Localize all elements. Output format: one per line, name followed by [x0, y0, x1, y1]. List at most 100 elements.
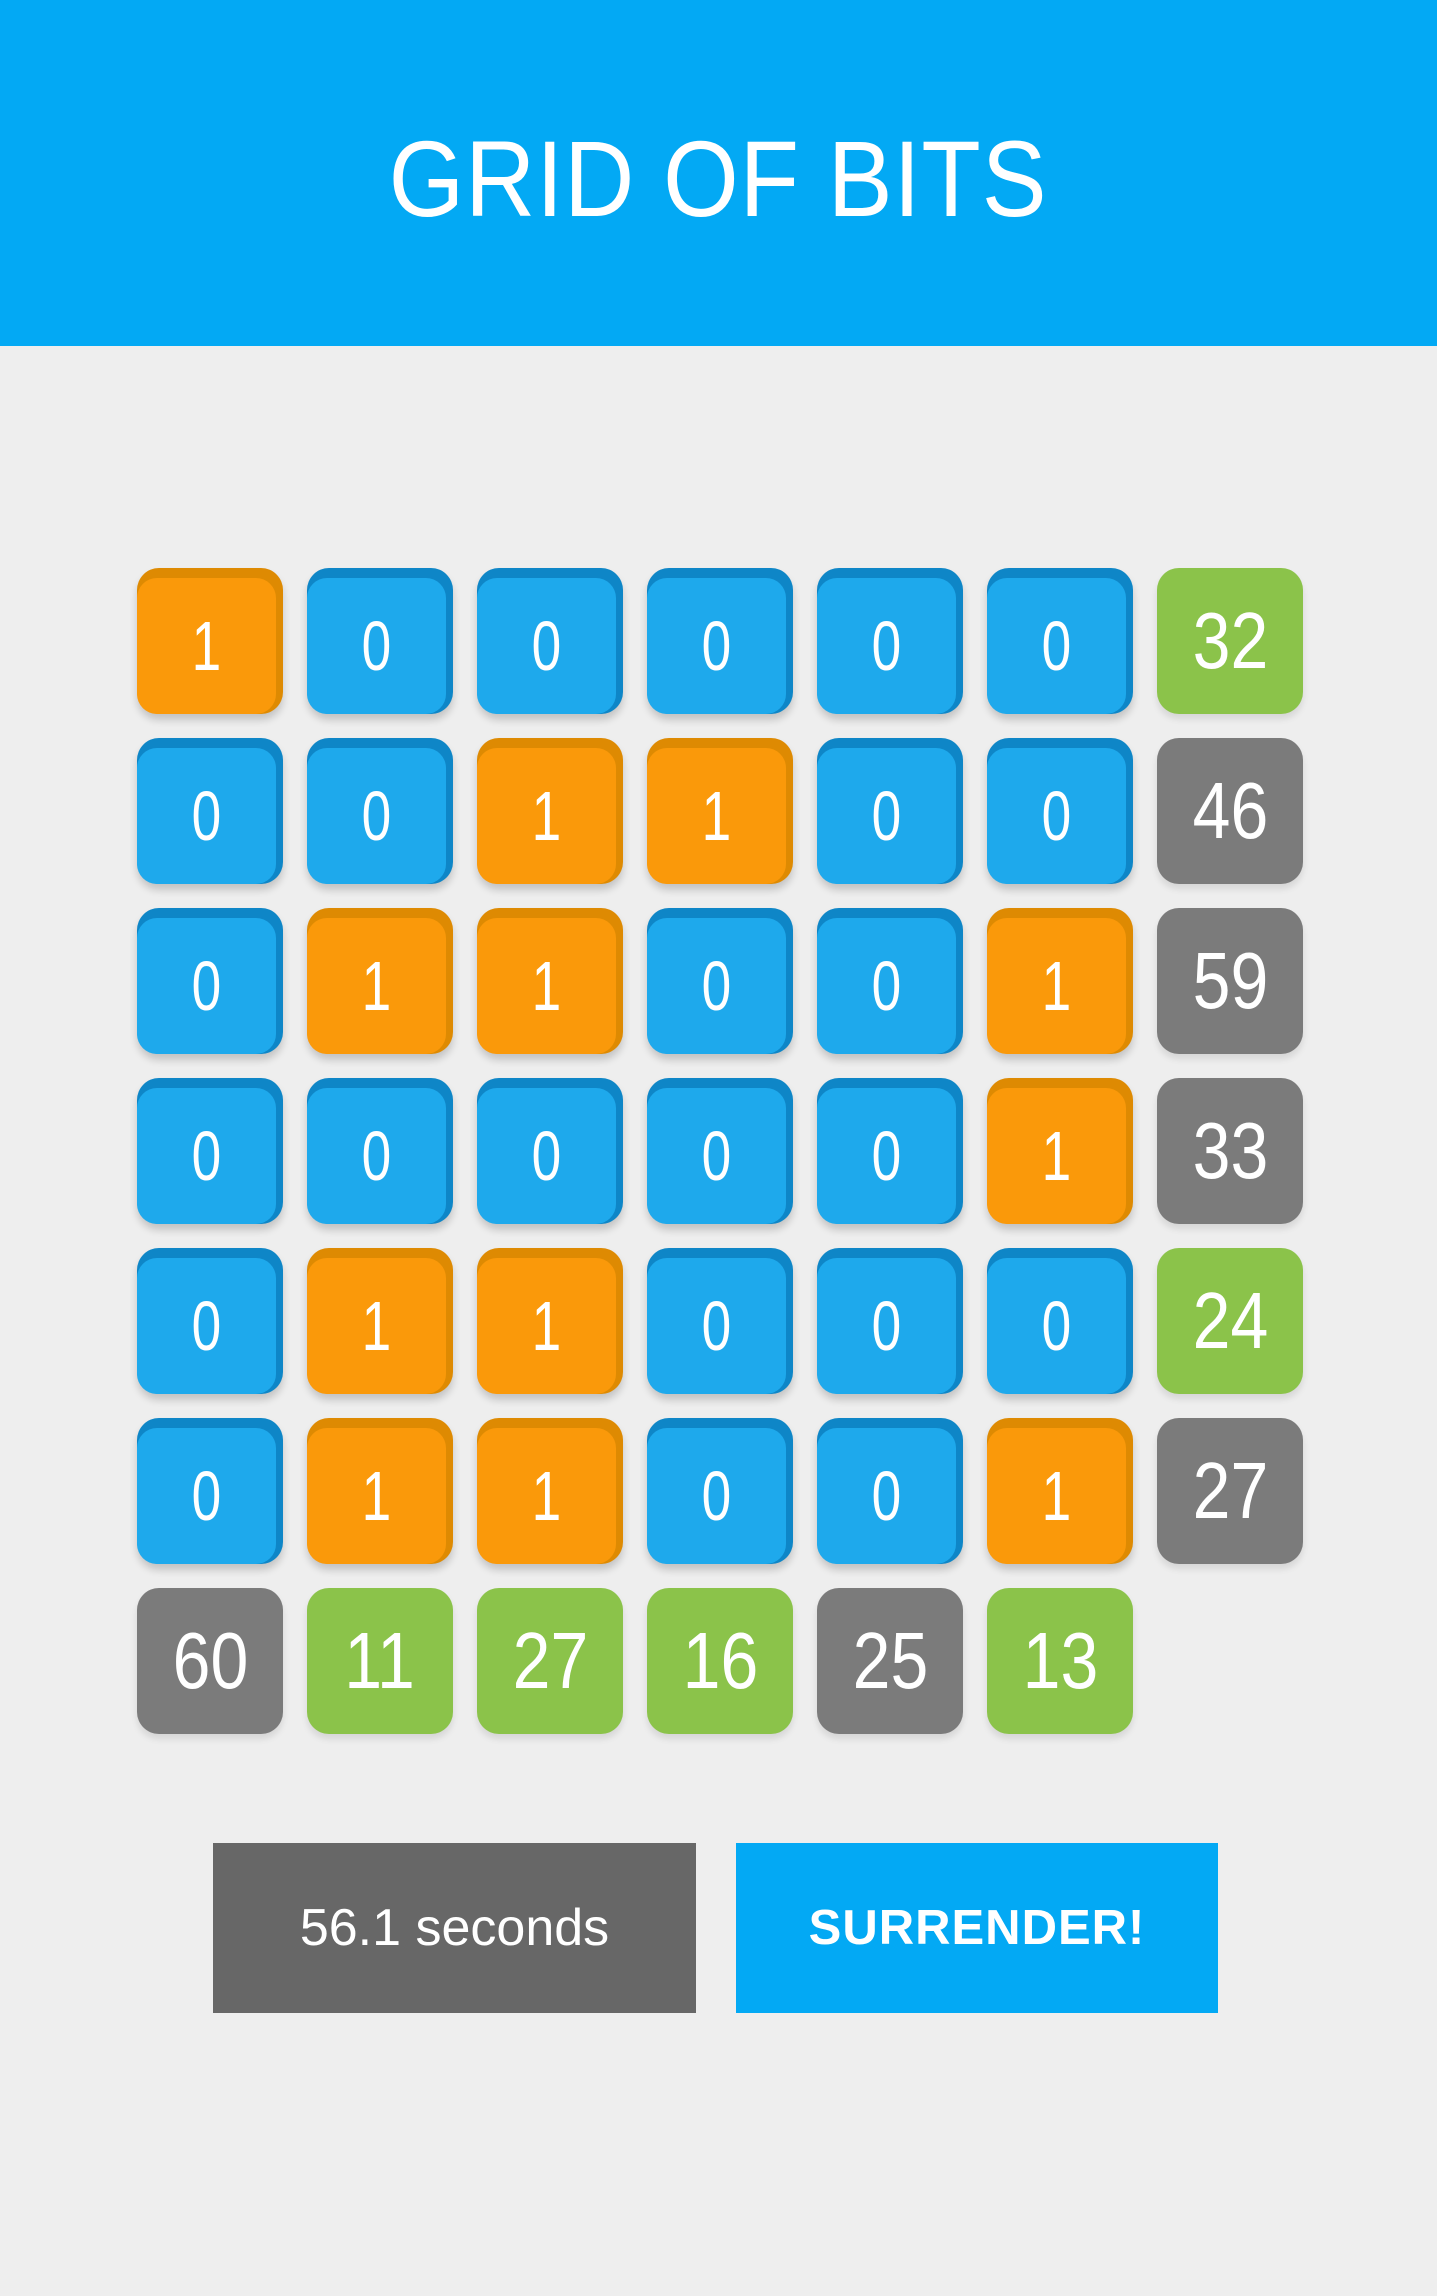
bit-face: 0	[477, 1088, 616, 1224]
bit-cell-r3-c3-value: 1	[531, 947, 562, 1025]
bit-cell-r4-c5[interactable]: 0	[817, 1078, 963, 1224]
bit-cell-r1-c5-value: 0	[871, 607, 902, 685]
bit-cell-r4-c5-value: 0	[871, 1117, 902, 1195]
row-total-6: 27	[1157, 1418, 1303, 1564]
bit-face: 1	[477, 1428, 616, 1564]
bit-cell-r1-c3[interactable]: 0	[477, 568, 623, 714]
bit-cell-r1-c6[interactable]: 0	[987, 568, 1133, 714]
bit-cell-r1-c1[interactable]: 1	[137, 568, 283, 714]
bit-face: 1	[987, 1428, 1126, 1564]
bit-cell-r6-c2-value: 1	[361, 1457, 392, 1535]
bit-face: 0	[647, 1428, 786, 1564]
row-total-1-value: 32	[1192, 596, 1268, 685]
bit-cell-r6-c5-value: 0	[871, 1457, 902, 1535]
col-total-2-value: 11	[344, 1616, 416, 1705]
bit-cell-r3-c4[interactable]: 0	[647, 908, 793, 1054]
bit-face: 0	[307, 1088, 446, 1224]
bit-face: 0	[137, 1428, 276, 1564]
bit-cell-r5-c6[interactable]: 0	[987, 1248, 1133, 1394]
bit-cell-r4-c3-value: 0	[531, 1117, 562, 1195]
bit-cell-r6-c3[interactable]: 1	[477, 1418, 623, 1564]
row-total-3: 59	[1157, 908, 1303, 1054]
bit-cell-r5-c1-value: 0	[191, 1287, 222, 1365]
bit-cell-r4-c1-value: 0	[191, 1117, 222, 1195]
bit-cell-r1-c5[interactable]: 0	[817, 568, 963, 714]
bit-cell-r6-c6[interactable]: 1	[987, 1418, 1133, 1564]
surrender-button[interactable]: SURRENDER!	[736, 1843, 1218, 2013]
bit-cell-r6-c4[interactable]: 0	[647, 1418, 793, 1564]
bit-face: 1	[477, 1258, 616, 1394]
bit-face: 0	[137, 918, 276, 1054]
bit-cell-r3-c1-value: 0	[191, 947, 222, 1025]
bit-cell-r2-c4[interactable]: 1	[647, 738, 793, 884]
bit-cell-r4-c2[interactable]: 0	[307, 1078, 453, 1224]
bit-cell-r3-c3[interactable]: 1	[477, 908, 623, 1054]
col-total-5-value: 25	[852, 1616, 928, 1705]
col-total-6-value: 13	[1022, 1616, 1098, 1705]
bit-cell-r2-c6[interactable]: 0	[987, 738, 1133, 884]
bit-face: 1	[307, 918, 446, 1054]
bit-face: 0	[647, 578, 786, 714]
bit-face: 0	[137, 1088, 276, 1224]
bit-cell-r1-c6-value: 0	[1041, 607, 1072, 685]
col-total-2: 11	[307, 1588, 453, 1734]
bit-cell-r2-c4-value: 1	[701, 777, 732, 855]
bit-cell-r2-c2-value: 0	[361, 777, 392, 855]
bit-cell-r3-c1[interactable]: 0	[137, 908, 283, 1054]
bit-cell-r1-c2[interactable]: 0	[307, 568, 453, 714]
bit-face: 0	[137, 748, 276, 884]
bit-face: 1	[647, 748, 786, 884]
bit-cell-r5-c3[interactable]: 1	[477, 1248, 623, 1394]
bit-cell-r5-c2-value: 1	[361, 1287, 392, 1365]
bit-cell-r4-c1[interactable]: 0	[137, 1078, 283, 1224]
col-total-3: 27	[477, 1588, 623, 1734]
surrender-label: SURRENDER!	[808, 1901, 1146, 1955]
bit-face: 0	[817, 1088, 956, 1224]
bit-face: 0	[817, 748, 956, 884]
bit-cell-r2-c2[interactable]: 0	[307, 738, 453, 884]
bit-cell-r6-c1[interactable]: 0	[137, 1418, 283, 1564]
bit-face: 0	[307, 578, 446, 714]
col-total-6: 13	[987, 1588, 1133, 1734]
bit-cell-r1-c1-value: 1	[191, 607, 222, 685]
bit-cell-r2-c1-value: 0	[191, 777, 222, 855]
bit-cell-r5-c1[interactable]: 0	[137, 1248, 283, 1394]
bit-cell-r1-c4[interactable]: 0	[647, 568, 793, 714]
bit-cell-r3-c2[interactable]: 1	[307, 908, 453, 1054]
bit-cell-r6-c1-value: 0	[191, 1457, 222, 1535]
bit-cell-r2-c6-value: 0	[1041, 777, 1072, 855]
bit-face: 0	[477, 578, 616, 714]
bit-cell-r4-c3[interactable]: 0	[477, 1078, 623, 1224]
col-total-1-value: 60	[172, 1616, 248, 1705]
bit-cell-r6-c2[interactable]: 1	[307, 1418, 453, 1564]
bit-cell-r5-c2[interactable]: 1	[307, 1248, 453, 1394]
bit-face: 0	[817, 1258, 956, 1394]
bit-face: 0	[647, 1088, 786, 1224]
bit-cell-r3-c6[interactable]: 1	[987, 908, 1133, 1054]
bit-face: 0	[647, 918, 786, 1054]
bit-cell-r2-c3[interactable]: 1	[477, 738, 623, 884]
bit-cell-r2-c5[interactable]: 0	[817, 738, 963, 884]
bit-cell-r4-c4[interactable]: 0	[647, 1078, 793, 1224]
row-total-5: 24	[1157, 1248, 1303, 1394]
bit-face: 0	[817, 1428, 956, 1564]
bit-cell-r6-c4-value: 0	[701, 1457, 732, 1535]
bit-cell-r5-c4[interactable]: 0	[647, 1248, 793, 1394]
col-total-4-value: 16	[682, 1616, 758, 1705]
bit-face: 0	[987, 578, 1126, 714]
bit-face: 1	[987, 918, 1126, 1054]
row-total-4-value: 33	[1192, 1106, 1268, 1195]
row-total-4: 33	[1157, 1078, 1303, 1224]
bit-cell-r6-c5[interactable]: 0	[817, 1418, 963, 1564]
bit-cell-r3-c4-value: 0	[701, 947, 732, 1025]
bit-face: 0	[647, 1258, 786, 1394]
bit-cell-r3-c5[interactable]: 0	[817, 908, 963, 1054]
bit-face: 1	[987, 1088, 1126, 1224]
bit-cell-r5-c5[interactable]: 0	[817, 1248, 963, 1394]
timer-display: 56.1 seconds	[213, 1843, 696, 2013]
bit-cell-r4-c6[interactable]: 1	[987, 1078, 1133, 1224]
bit-cell-r1-c2-value: 0	[361, 607, 392, 685]
bit-cell-r5-c3-value: 1	[531, 1287, 562, 1365]
bit-cell-r2-c1[interactable]: 0	[137, 738, 283, 884]
empty-corner	[1157, 1588, 1303, 1734]
